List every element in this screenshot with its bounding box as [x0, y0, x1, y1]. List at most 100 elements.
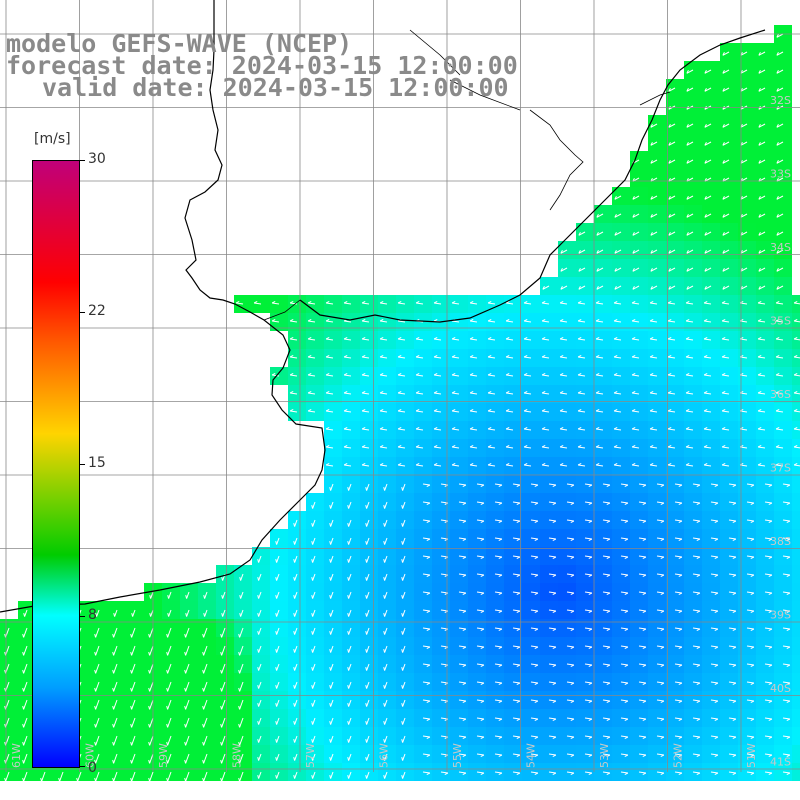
wind-arrow: [668, 159, 676, 164]
wind-arrow-head: [642, 772, 647, 776]
wind-arrow: [131, 771, 136, 782]
wind-arrow-head: [401, 595, 404, 599]
wind-arrow-head: [588, 556, 593, 560]
wind-arrow: [578, 392, 586, 395]
wind-arrow-head: [613, 336, 618, 340]
wind-arrow-head: [596, 268, 599, 272]
wind-arrow-head: [750, 682, 755, 686]
wind-arrow: [686, 159, 694, 164]
wind-arrow: [326, 356, 334, 359]
wind-arrow-head: [516, 772, 521, 776]
wind-arrow-head: [703, 390, 708, 394]
wind-arrow-head: [606, 610, 611, 614]
wind-arrow: [23, 681, 28, 692]
wind-arrow: [398, 446, 406, 449]
sea-cell: [792, 727, 800, 745]
wind-arrow: [638, 717, 646, 720]
sea-cell: [792, 637, 800, 655]
wind-arrow: [380, 464, 388, 467]
wind-arrow-head: [588, 574, 593, 578]
wind-arrow-head: [257, 775, 260, 779]
wind-arrow-head: [588, 700, 593, 704]
wind-arrow-head: [596, 250, 599, 254]
wind-arrow-head: [650, 268, 653, 272]
wind-arrow-head: [523, 408, 528, 412]
wind-arrow: [458, 573, 466, 576]
wind-arrow-head: [415, 336, 420, 340]
wind-arrow: [758, 69, 766, 74]
wind-arrow: [764, 609, 772, 612]
wind-arrow: [272, 320, 280, 323]
wind-arrow-head: [426, 592, 431, 596]
wind-arrow: [674, 735, 682, 738]
wind-arrow: [23, 699, 28, 710]
wind-arrow: [650, 285, 658, 290]
wind-arrow-head: [307, 408, 312, 412]
wind-arrow-head: [365, 559, 368, 563]
wind-arrow: [686, 69, 694, 74]
wind-arrow-head: [732, 772, 737, 776]
wind-arrow-head: [686, 160, 689, 164]
wind-arrow-head: [516, 736, 521, 740]
wind-arrow: [240, 609, 244, 617]
wind-arrow-head: [714, 664, 719, 668]
wind-arrow: [290, 338, 298, 341]
wind-arrow: [24, 609, 28, 617]
wind-arrow: [167, 753, 172, 764]
wind-arrow-head: [595, 390, 600, 394]
wind-arrow: [384, 771, 388, 779]
wind-arrow-head: [325, 408, 330, 412]
wind-arrow-head: [660, 772, 665, 776]
wind-arrow-head: [696, 736, 701, 740]
wind-arrow-head: [311, 775, 314, 779]
wind-arrow-head: [202, 741, 205, 746]
wind-arrow: [764, 555, 772, 558]
wind-arrow-head: [613, 444, 618, 448]
wind-arrow-head: [487, 444, 492, 448]
wind-arrow-head: [642, 736, 647, 740]
wind-arrow: [776, 123, 784, 128]
wind-arrow-head: [426, 646, 431, 650]
wind-arrow-head: [329, 541, 332, 545]
wind-arrow: [668, 285, 676, 290]
wind-arrow-head: [293, 649, 296, 653]
wind-arrow-head: [401, 667, 404, 671]
wind-arrow-head: [293, 541, 296, 545]
wind-arrow: [380, 320, 388, 323]
sea-cell: [792, 709, 800, 727]
wind-arrow-head: [534, 682, 539, 686]
wind-arrow: [380, 410, 388, 413]
lon-label: 53W: [598, 743, 611, 768]
wind-arrow-head: [559, 300, 564, 304]
wind-arrow-head: [289, 318, 294, 322]
wind-arrow-head: [498, 646, 503, 650]
wind-arrow: [686, 356, 694, 359]
wind-arrow: [566, 555, 574, 558]
wind-arrow-head: [786, 664, 791, 668]
wind-arrow: [113, 645, 118, 656]
wind-arrow-head: [22, 705, 25, 710]
wind-arrow-head: [714, 736, 719, 740]
wind-arrow-head: [721, 462, 726, 466]
wind-arrow-head: [451, 462, 456, 466]
wind-arrow: [674, 573, 682, 576]
wind-arrow: [704, 410, 712, 413]
wind-arrow: [668, 464, 676, 467]
wind-arrow: [704, 123, 712, 128]
wind-arrow-head: [365, 505, 368, 509]
wind-arrow: [632, 249, 640, 254]
wind-arrow-head: [343, 336, 348, 340]
wind-arrow-head: [383, 649, 386, 653]
wind-arrow-head: [148, 759, 151, 764]
wind-arrow-head: [570, 682, 575, 686]
wind-arrow: [384, 663, 388, 671]
wind-arrow-head: [757, 372, 762, 376]
wind-arrow: [488, 320, 496, 323]
wind-arrow: [366, 591, 370, 599]
wind-arrow: [632, 267, 640, 272]
wind-arrow: [650, 374, 658, 377]
wind-arrow: [758, 338, 766, 341]
wind-arrow: [23, 645, 28, 656]
wind-arrow-head: [776, 70, 779, 74]
colorbar-tickmark: [79, 464, 85, 465]
